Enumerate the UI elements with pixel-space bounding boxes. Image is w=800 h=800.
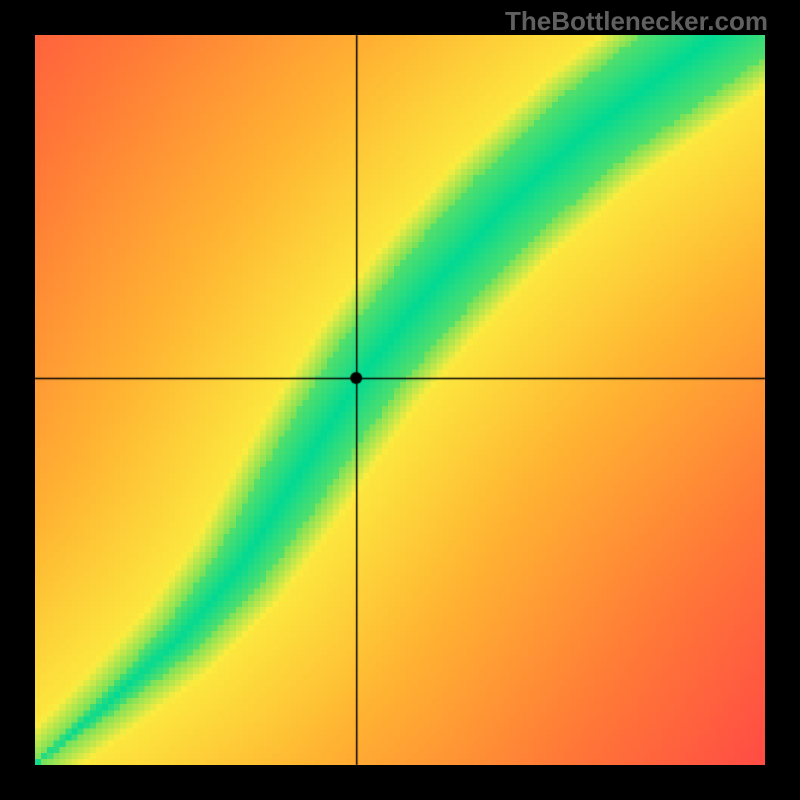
watermark-text: TheBottlenecker.com — [505, 6, 768, 37]
crosshair-overlay — [0, 0, 800, 800]
chart-container: TheBottlenecker.com — [0, 0, 800, 800]
